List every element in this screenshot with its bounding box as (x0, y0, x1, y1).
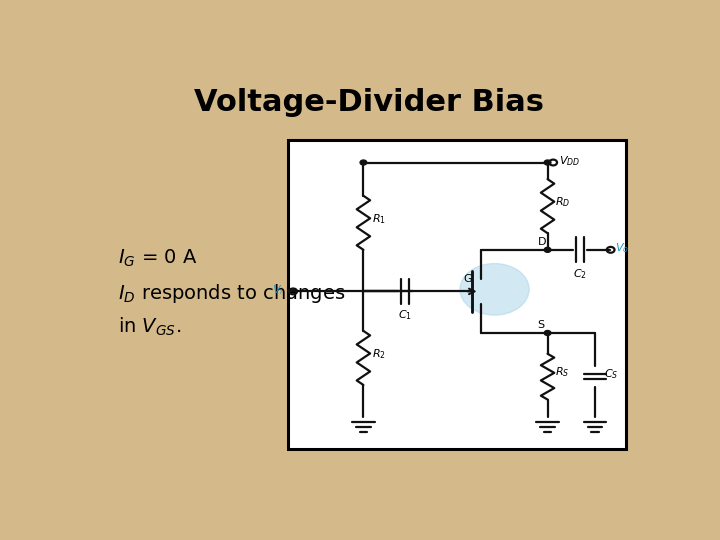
Text: $C_S$: $C_S$ (604, 368, 618, 381)
Circle shape (360, 160, 366, 165)
Text: $R_S$: $R_S$ (555, 366, 570, 380)
Text: $V_i$: $V_i$ (272, 284, 284, 298)
Text: $V_{DD}$: $V_{DD}$ (559, 154, 580, 168)
Text: $R_2$: $R_2$ (372, 347, 386, 361)
Circle shape (544, 160, 551, 165)
Text: S: S (537, 320, 544, 330)
Circle shape (544, 247, 551, 252)
Circle shape (460, 264, 529, 315)
Text: $\mathit{I}_G$ = 0 A: $\mathit{I}_G$ = 0 A (118, 247, 197, 269)
Text: Voltage-Divider Bias: Voltage-Divider Bias (194, 87, 544, 117)
Circle shape (544, 330, 551, 335)
Text: G: G (464, 274, 472, 284)
Text: $\mathit{I}_D$ responds to changes
in $\mathit{V}_{GS}$.: $\mathit{I}_D$ responds to changes in $\… (118, 282, 346, 338)
Text: $V_o$: $V_o$ (615, 242, 629, 255)
Text: $R_1$: $R_1$ (372, 212, 387, 226)
Text: $C_1$: $C_1$ (398, 309, 413, 322)
Bar (288, 140, 626, 449)
Text: D: D (538, 238, 546, 247)
Text: $R_D$: $R_D$ (555, 195, 571, 209)
Text: $C_2$: $C_2$ (573, 267, 587, 281)
